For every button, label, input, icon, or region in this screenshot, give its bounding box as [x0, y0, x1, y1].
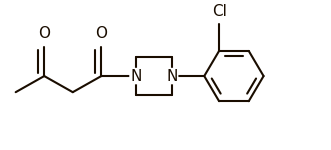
Text: O: O	[95, 26, 107, 41]
Text: N: N	[130, 69, 141, 84]
Text: Cl: Cl	[212, 4, 226, 19]
Text: O: O	[38, 26, 50, 41]
Text: N: N	[166, 69, 178, 84]
